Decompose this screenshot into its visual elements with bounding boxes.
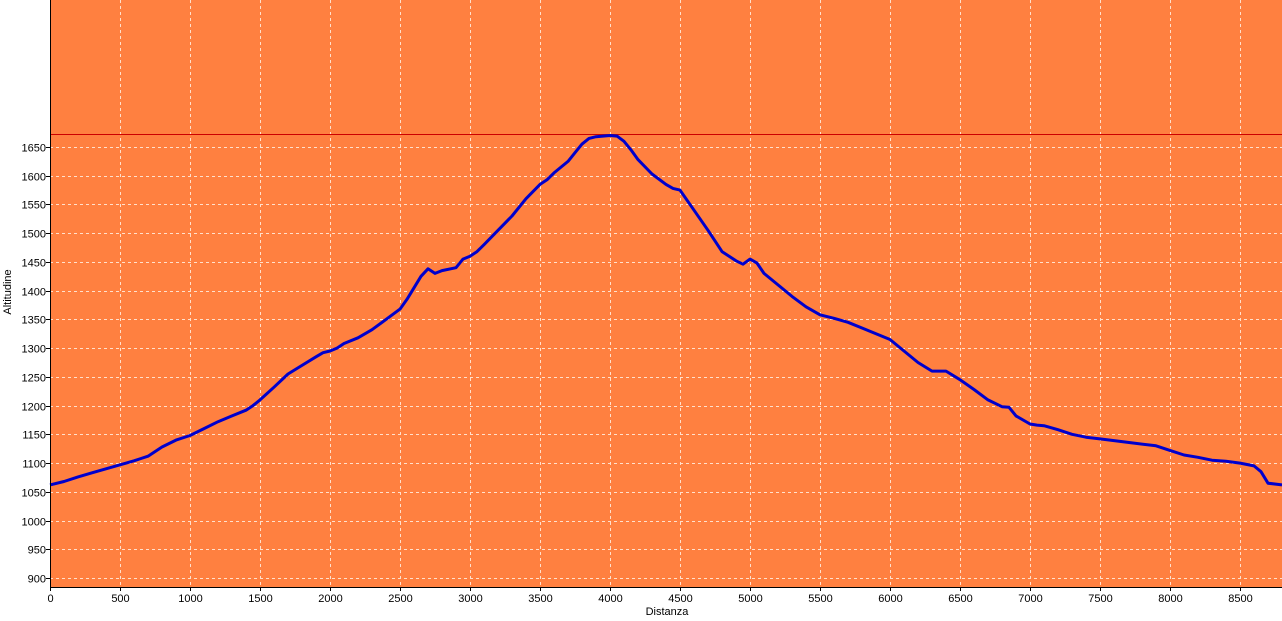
x-axis-title: Distanza: [646, 606, 690, 618]
x-tick-label: 2500: [388, 593, 412, 605]
y-tick-label: 1450: [22, 258, 46, 270]
y-tick-label: 1050: [22, 488, 46, 500]
x-tick-label: 1500: [248, 593, 272, 605]
x-tick-label: 2000: [318, 593, 342, 605]
x-axis-ticks: 0 500 1000 1500 2000 2500 3000 3500 4000 4500 5000…: [47, 587, 1253, 605]
x-tick-label: 500: [111, 593, 129, 605]
x-tick-label: 5500: [808, 593, 832, 605]
plot-background: [50, 0, 1282, 587]
y-tick-label: 1550: [22, 200, 46, 212]
y-tick-label: 950: [28, 545, 46, 557]
y-tick-label: 1000: [22, 517, 46, 529]
x-tick-label: 5000: [738, 593, 762, 605]
altitude-series-line: [49, 134, 1282, 487]
x-tick-label: 7000: [1018, 593, 1042, 605]
y-tick-label: 900: [28, 574, 46, 586]
x-tick-label: 7500: [1088, 593, 1112, 605]
x-tick-label: 3500: [528, 593, 552, 605]
y-tick-label: 1150: [22, 430, 46, 442]
x-tick-label: 4500: [668, 593, 692, 605]
y-tick-label: 1400: [22, 287, 46, 299]
y-tick-label: 1100: [22, 459, 46, 471]
y-axis-ticks: 900 950 1000 1050 1100 1150 1200 1250 1300 1350 14…: [22, 143, 50, 586]
x-tick-label: 6000: [878, 593, 902, 605]
x-tick-label: 6500: [948, 593, 972, 605]
y-tick-label: 1650: [22, 143, 46, 155]
x-tick-label: 3000: [458, 593, 482, 605]
y-tick-label: 1200: [22, 402, 46, 414]
x-tick-label: 8000: [1158, 593, 1182, 605]
x-tick-label: 1000: [178, 593, 202, 605]
y-tick-label: 1500: [22, 229, 46, 241]
y-tick-label: 1350: [22, 315, 46, 327]
y-tick-label: 1300: [22, 344, 46, 356]
x-tick-label: 4000: [598, 593, 622, 605]
y-tick-label: 1600: [22, 172, 46, 184]
y-tick-label: 1250: [22, 373, 46, 385]
grid-lines: [50, 0, 1282, 587]
y-axis-title: Altitudine: [2, 269, 14, 314]
x-tick-label: 0: [47, 593, 53, 605]
x-tick-label: 8500: [1228, 593, 1252, 605]
